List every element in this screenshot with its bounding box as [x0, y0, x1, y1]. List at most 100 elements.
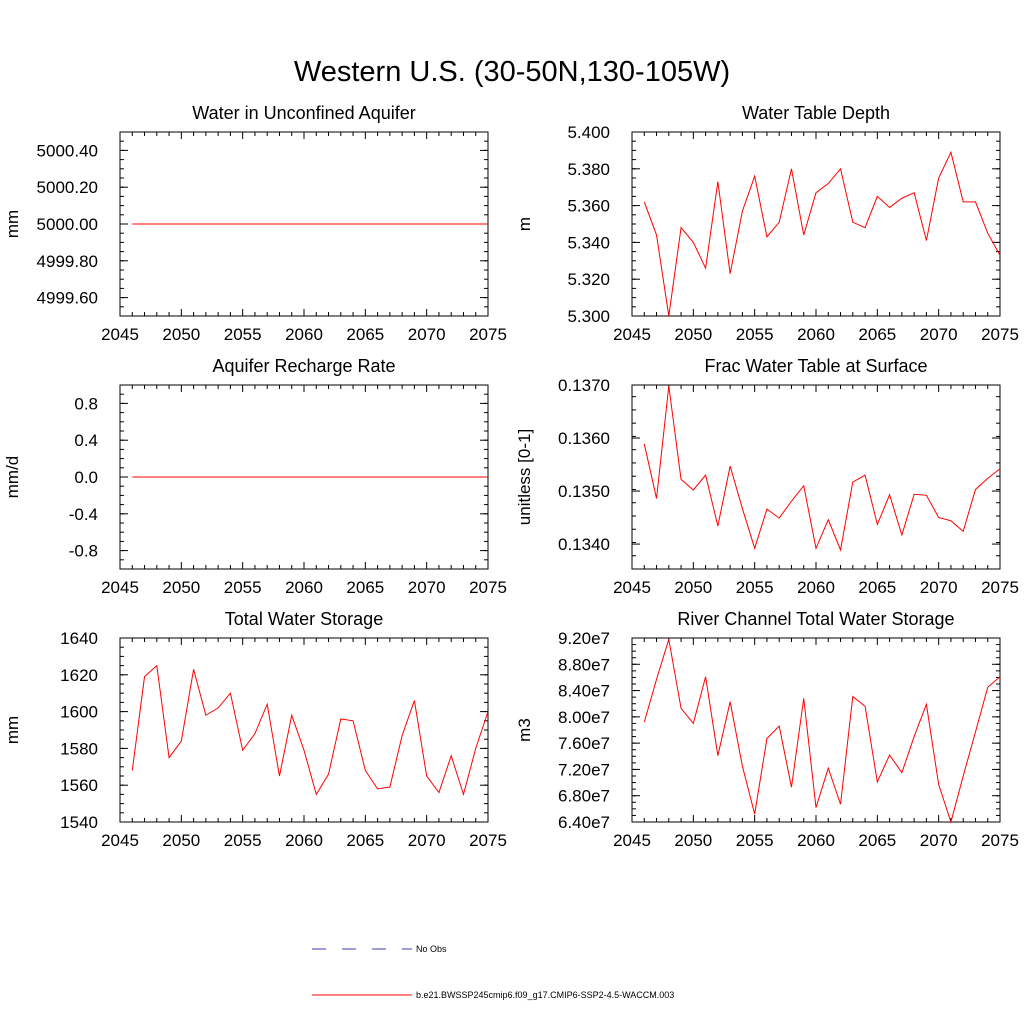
x-tick-label: 2055 [224, 578, 262, 597]
x-tick-label: 2075 [981, 325, 1019, 344]
x-tick-label: 2045 [613, 325, 651, 344]
x-tick-label: 2045 [101, 578, 139, 597]
x-tick-label: 2065 [858, 578, 896, 597]
y-tick-label: 1580 [60, 739, 98, 758]
y-tick-label: 8.00e7 [558, 708, 610, 727]
panel-title: Total Water Storage [225, 609, 383, 629]
y-tick-label: 5.400 [567, 123, 610, 142]
x-tick-label: 2045 [101, 831, 139, 850]
x-tick-label: 2060 [285, 831, 323, 850]
x-tick-label: 2070 [408, 325, 446, 344]
x-tick-label: 2070 [408, 831, 446, 850]
y-tick-label: 8.80e7 [558, 655, 610, 674]
x-tick-label: 2055 [224, 831, 262, 850]
y-tick-label: 5.300 [567, 307, 610, 326]
x-tick-label: 2065 [346, 578, 384, 597]
series-line [643, 150, 1001, 317]
y-tick-label: 5000.00 [37, 215, 98, 234]
x-tick-label: 2045 [101, 325, 139, 344]
y-tick-label: 8.40e7 [558, 682, 610, 701]
series-line [643, 385, 1001, 552]
x-tick-label: 2070 [408, 578, 446, 597]
x-tick-label: 2050 [162, 578, 200, 597]
y-tick-label: 1540 [60, 813, 98, 832]
x-tick-label: 2055 [736, 325, 774, 344]
y-axis-label: mm/d [3, 456, 22, 499]
panel-title: Aquifer Recharge Rate [212, 356, 395, 376]
x-tick-label: 2060 [285, 325, 323, 344]
panel-title: River Channel Total Water Storage [677, 609, 954, 629]
y-axis-label: unitless [0-1] [515, 429, 534, 525]
x-tick-label: 2075 [469, 578, 507, 597]
x-tick-label: 2060 [797, 578, 835, 597]
y-axis-label: mm [3, 210, 22, 238]
y-tick-label: 0.8 [74, 394, 98, 413]
x-tick-label: 2045 [613, 578, 651, 597]
x-tick-label: 2050 [162, 831, 200, 850]
x-tick-label: 2060 [797, 831, 835, 850]
x-tick-label: 2055 [736, 831, 774, 850]
panel-title: Frac Water Table at Surface [704, 356, 927, 376]
y-tick-label: 5.360 [567, 197, 610, 216]
x-tick-label: 2065 [858, 831, 896, 850]
y-tick-label: -0.4 [69, 505, 98, 524]
panel-title: Water in Unconfined Aquifer [192, 103, 415, 123]
y-axis-label: mm [3, 716, 22, 744]
x-tick-label: 2065 [346, 831, 384, 850]
x-tick-label: 2065 [858, 325, 896, 344]
y-tick-label: 1640 [60, 629, 98, 648]
y-tick-label: 9.20e7 [558, 629, 610, 648]
y-tick-label: 5.380 [567, 160, 610, 179]
y-tick-label: 5.340 [567, 233, 610, 252]
x-tick-label: 2065 [346, 325, 384, 344]
x-tick-label: 2055 [736, 578, 774, 597]
x-tick-label: 2070 [920, 831, 958, 850]
panel-title: Water Table Depth [742, 103, 890, 123]
y-tick-label: 1620 [60, 666, 98, 685]
y-tick-label: 7.20e7 [558, 760, 610, 779]
y-tick-label: 6.40e7 [558, 813, 610, 832]
y-tick-label: 0.1370 [558, 376, 610, 395]
y-tick-label: 0.0 [74, 468, 98, 487]
x-tick-label: 2060 [797, 325, 835, 344]
x-tick-label: 2075 [469, 325, 507, 344]
y-axis-label: m3 [515, 718, 534, 742]
y-tick-label: 5.320 [567, 270, 610, 289]
series-line [131, 664, 489, 797]
x-tick-label: 2050 [674, 578, 712, 597]
x-tick-label: 2075 [469, 831, 507, 850]
y-tick-label: 0.1340 [558, 535, 610, 554]
y-tick-label: 6.80e7 [558, 787, 610, 806]
x-tick-label: 2045 [613, 831, 651, 850]
x-tick-label: 2060 [285, 578, 323, 597]
y-tick-label: 7.60e7 [558, 734, 610, 753]
y-axis-label: m [515, 217, 534, 231]
y-tick-label: 0.1350 [558, 482, 610, 501]
y-tick-label: 1600 [60, 703, 98, 722]
x-tick-label: 2050 [162, 325, 200, 344]
legend-label-no-obs: No Obs [416, 944, 447, 954]
x-tick-label: 2050 [674, 325, 712, 344]
x-tick-label: 2075 [981, 578, 1019, 597]
y-tick-label: 0.4 [74, 431, 98, 450]
x-tick-label: 2070 [920, 578, 958, 597]
y-tick-label: -0.8 [69, 542, 98, 561]
y-tick-label: 5000.20 [37, 178, 98, 197]
x-tick-label: 2075 [981, 831, 1019, 850]
x-tick-label: 2050 [674, 831, 712, 850]
series-line [643, 639, 1001, 824]
x-tick-label: 2055 [224, 325, 262, 344]
y-tick-label: 4999.60 [37, 289, 98, 308]
y-tick-label: 0.1360 [558, 429, 610, 448]
figure-title: Western U.S. (30-50N,130-105W) [293, 56, 731, 88]
legend-label-model: b.e21.BWSSP245cmip6.f09_g17.CMIP6-SSP2-4… [416, 990, 675, 1000]
y-tick-label: 1560 [60, 776, 98, 795]
x-tick-label: 2070 [920, 325, 958, 344]
